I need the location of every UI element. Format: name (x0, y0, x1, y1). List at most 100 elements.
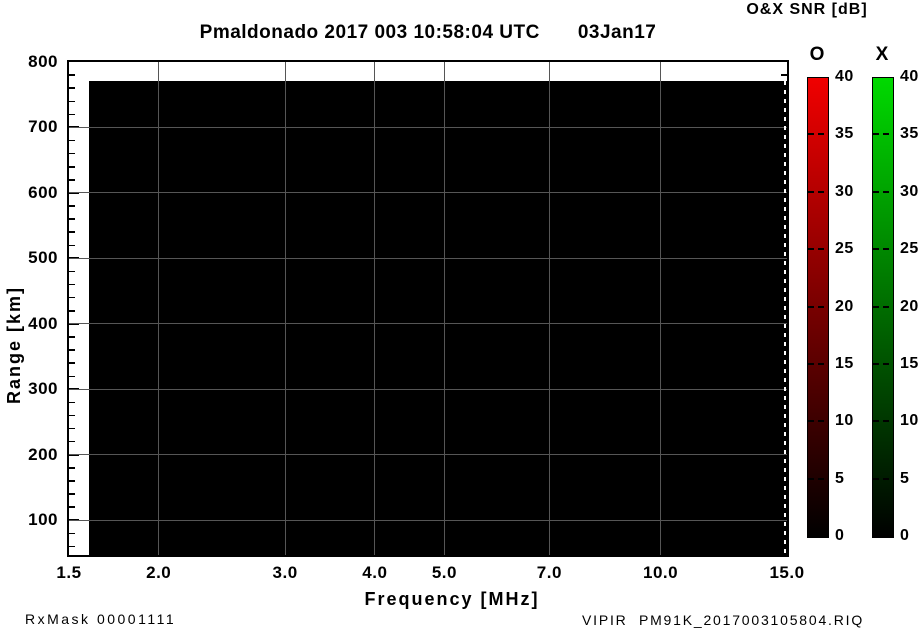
x-axis-label: Frequency [MHz] (364, 589, 540, 609)
colorbar-tick-label: 25 (835, 240, 854, 258)
colorbar-o-header: O (809, 44, 825, 65)
gridline-horizontal (69, 454, 787, 456)
y-minor-tick (69, 375, 75, 377)
gridline-horizontal (69, 192, 787, 194)
gridline-vertical (443, 62, 445, 555)
colorbar-x (872, 77, 894, 538)
y-minor-tick (781, 74, 787, 76)
colorbar-tick-label: 0 (900, 527, 910, 544)
y-minor-tick (69, 166, 75, 168)
y-axis-label: Range [km] (4, 286, 24, 405)
y-tick-label: 300 (28, 379, 58, 399)
colorbar-tick-dash (873, 305, 893, 308)
y-minor-tick (69, 414, 75, 417)
y-minor-tick (69, 100, 75, 103)
colorbar-x-header: X (875, 44, 889, 65)
y-minor-tick (69, 362, 75, 364)
gridline-horizontal (69, 126, 787, 128)
y-minor-tick (69, 310, 75, 312)
y-minor-tick (69, 336, 75, 338)
colorbar-tick-label: 10 (900, 412, 919, 430)
colorbar-tick-dash (808, 477, 828, 480)
y-minor-tick (69, 218, 75, 220)
colorbar-tick-label: 35 (835, 125, 854, 143)
gridline-vertical (284, 62, 286, 555)
y-minor-tick (69, 296, 75, 299)
y-minor-tick (69, 283, 75, 286)
colorbar-tick-label: 30 (835, 182, 854, 200)
colorbar-tick-dash (873, 477, 893, 480)
y-minor-tick (69, 139, 75, 142)
x-tick-label: 2.0 (146, 563, 172, 582)
y-tick-label: 600 (28, 182, 58, 202)
right-edge-dashed-line (784, 81, 786, 555)
y-minor-tick (69, 480, 75, 482)
colorbar-tick-dash (873, 248, 893, 251)
colorbar-tick-dash (873, 190, 893, 193)
y-tick-label: 700 (28, 117, 58, 137)
y-minor-tick (69, 427, 75, 430)
x-tick-label: 10.0 (643, 563, 679, 582)
colorbar-tick-label: 15 (835, 354, 854, 372)
y-minor-tick (69, 440, 75, 443)
colorbar-tick-dash (808, 305, 828, 308)
colorbar-tick-label: 40 (835, 68, 854, 85)
rxmask-text: RxMask 00001111 (25, 611, 177, 627)
y-minor-tick (69, 506, 75, 508)
plot-inner (69, 62, 787, 555)
y-minor-tick (69, 401, 75, 404)
y-minor-tick (69, 179, 75, 181)
colorbar-tick-label: 40 (900, 68, 919, 85)
colorbar-tick-dash (808, 362, 828, 365)
gridline-vertical (660, 62, 662, 555)
gridline-vertical (158, 62, 160, 555)
colorbar-tick-label: 15 (900, 354, 919, 372)
y-minor-tick (69, 87, 75, 89)
x-tick-label: 15.0 (769, 563, 805, 582)
colorbar-tick-dash (808, 420, 828, 423)
gridline-horizontal (69, 323, 787, 325)
gridline-horizontal (69, 257, 787, 259)
plot-area (67, 60, 789, 557)
y-minor-tick (69, 113, 75, 116)
colorbar-tick-label: 30 (900, 182, 919, 200)
y-tick-label: 100 (28, 510, 58, 530)
colorbar-tick-label: 35 (900, 125, 919, 143)
filename-text: VIPIR PM91K_2017003105804.RIQ (582, 612, 865, 628)
colorbar-tick-dash (873, 420, 893, 423)
gridline-horizontal (69, 388, 787, 390)
colorbar-o (807, 77, 829, 538)
y-minor-tick (69, 152, 75, 155)
plot-title-text: Pmaldonado 2017 003 10:58:04 UTC (199, 22, 540, 43)
y-tick-label: 200 (28, 444, 58, 464)
colorbar-tick-label: 5 (900, 469, 910, 487)
x-tick-label: 3.0 (272, 563, 298, 582)
y-minor-tick (69, 349, 75, 351)
colorbar-tick-label: 20 (900, 297, 919, 315)
x-tick-label: 5.0 (431, 563, 457, 582)
y-tick-label: 800 (28, 52, 58, 71)
colorbar-title: O&X SNR [dB] (746, 1, 868, 18)
y-minor-tick (69, 467, 75, 469)
y-minor-tick (69, 74, 75, 76)
y-minor-tick (69, 205, 75, 207)
gridline-vertical (548, 62, 550, 555)
plot-title: Pmaldonado 2017 003 10:58:04 UTC 03Jan17 (67, 22, 789, 44)
colorbar-tick-dash (808, 190, 828, 193)
y-tick-label: 400 (28, 313, 58, 333)
colorbar-tick-label: 20 (835, 297, 854, 315)
x-tick-label: 1.5 (56, 563, 82, 582)
y-tick-label: 500 (28, 248, 58, 268)
colorbar-tick-dash (873, 362, 893, 365)
y-minor-tick (69, 231, 75, 233)
gridline-horizontal (69, 519, 787, 521)
colorbar-tick-dash (808, 133, 828, 136)
colorbar-tick-label: 0 (835, 527, 845, 544)
colorbar-tick-label: 5 (835, 469, 845, 487)
data-region (89, 81, 787, 555)
colorbar-tick-dash (808, 248, 828, 251)
y-minor-tick (69, 532, 75, 535)
colorbar-tick-dash (873, 133, 893, 136)
colorbar-tick-label: 25 (900, 240, 919, 258)
